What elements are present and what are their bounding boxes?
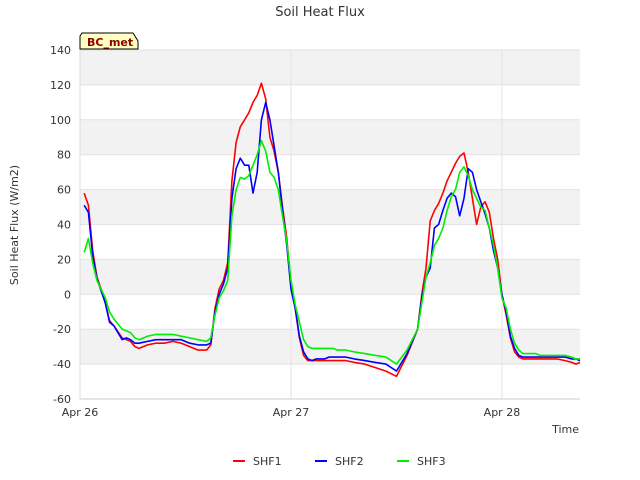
- legend: SHF1 SHF2 SHF3: [233, 455, 446, 468]
- series-line-shf3: [83, 139, 580, 365]
- series-lines: [83, 82, 581, 378]
- background-band: [80, 154, 580, 190]
- legend-label-shf3: SHF3: [417, 455, 446, 468]
- x-axis-label: Time: [551, 423, 579, 436]
- background-band: [80, 189, 580, 225]
- background-band: [80, 119, 580, 155]
- station-badge: BC_met: [79, 32, 139, 50]
- background-band: [80, 294, 580, 330]
- x-tick-label: Apr 27: [273, 406, 310, 419]
- y-tick-label: 0: [64, 288, 71, 301]
- background-band: [80, 259, 580, 295]
- y-tick-label: 40: [57, 219, 71, 232]
- y-tick-label: 80: [57, 149, 71, 162]
- y-axis-label: Soil Heat Flux (W/m2): [8, 165, 21, 285]
- x-tick-labels: Apr 26 Apr 27 Apr 28: [62, 406, 520, 419]
- y-tick-label: -60: [53, 393, 71, 406]
- y-tick-label: -20: [53, 323, 71, 336]
- background-band: [80, 224, 580, 260]
- y-tick-label: 100: [50, 114, 71, 127]
- y-tick-label: 120: [50, 79, 71, 92]
- chart-title: Soil Heat Flux: [275, 5, 365, 20]
- legend-label-shf2: SHF2: [335, 455, 364, 468]
- background-band: [80, 364, 580, 399]
- x-tick-label: Apr 28: [484, 406, 521, 419]
- y-tick-labels: -60 -40 -20 0 20 40 60 80 100 120 140: [50, 44, 71, 406]
- y-tick-label: 20: [57, 253, 71, 266]
- y-tick-label: 140: [50, 44, 71, 57]
- y-tick-label: -40: [53, 358, 71, 371]
- x-tick-label: Apr 26: [62, 406, 99, 419]
- legend-label-shf1: SHF1: [253, 455, 282, 468]
- y-tick-label: 60: [57, 184, 71, 197]
- badge-shape: [79, 32, 139, 50]
- background-band: [80, 84, 580, 120]
- background-band: [80, 50, 580, 85]
- badge-label: BC_met: [87, 36, 133, 49]
